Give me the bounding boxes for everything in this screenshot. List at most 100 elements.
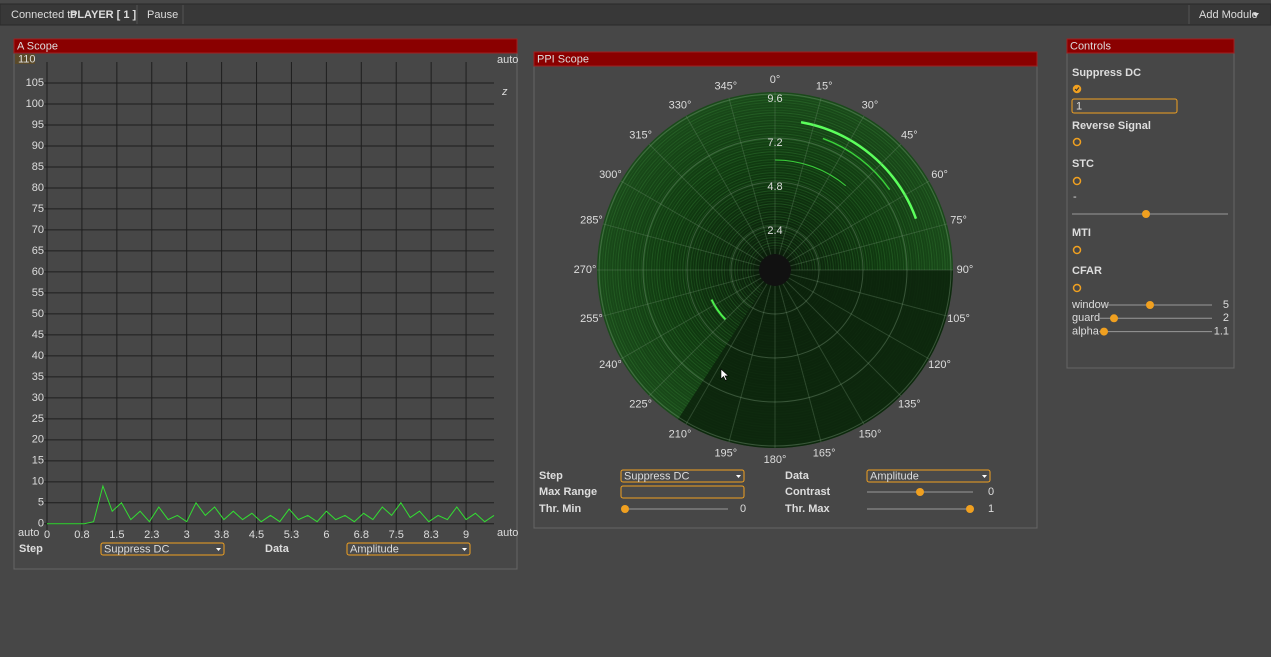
range-label: 9.6 [767, 93, 782, 105]
radar-spoke [648, 143, 776, 271]
x-tick-label: 5.3 [284, 529, 299, 541]
field-label: Thr. Max [785, 503, 831, 515]
y-tick-label: 30 [32, 392, 44, 404]
control-heading: CFAR [1072, 265, 1102, 277]
field-label: Step [19, 543, 43, 555]
radar-spoke [774, 269, 930, 360]
toggle[interactable] [1072, 137, 1082, 147]
radar-spoke [602, 269, 776, 317]
y-tick-label: 20 [32, 434, 44, 446]
y-tick-label: 0 [38, 518, 44, 530]
caret [216, 548, 221, 551]
radar-spoke [774, 269, 865, 425]
check [1074, 87, 1080, 92]
slider-thumb[interactable] [621, 505, 629, 513]
toggle[interactable] [1072, 283, 1082, 293]
cursor [720, 368, 730, 381]
toolbar [0, 3, 1271, 26]
y-tick-label: 35 [32, 371, 44, 383]
add-module-button[interactable]: Add Module [1199, 9, 1258, 21]
caret [1253, 13, 1259, 17]
select[interactable] [346, 542, 471, 556]
angle-label: 15° [816, 80, 833, 92]
radar-spoke [728, 269, 776, 443]
x-tick-label: 6.8 [354, 529, 369, 541]
slider-label: guard [1072, 312, 1100, 324]
x-tick-label: 8.3 [423, 529, 438, 541]
panel-header [1066, 38, 1235, 54]
y-tick-label: 45 [32, 329, 44, 341]
angle-label: 315° [629, 130, 652, 142]
select[interactable] [100, 542, 225, 556]
toggle[interactable] [1072, 84, 1082, 94]
y-tick-label: 85 [32, 161, 44, 173]
y-tick-label: 95 [32, 119, 44, 131]
radar-spoke [774, 180, 930, 271]
text-input[interactable] [1071, 98, 1178, 114]
select[interactable] [620, 469, 745, 483]
y-tick-label: 105 [26, 77, 44, 89]
range-label: 7.2 [767, 137, 782, 149]
panel-title: A Scope [17, 40, 58, 52]
x-tick-label: 6 [323, 529, 329, 541]
angle-label: 30° [862, 99, 879, 111]
angle-label: 345° [714, 80, 737, 92]
radar-echo [800, 121, 918, 220]
y-tick-label: 25 [32, 413, 44, 425]
x-tick-label: 2.3 [144, 529, 159, 541]
x-tick-label: 0.8 [74, 529, 89, 541]
angle-label: 180° [764, 454, 787, 466]
control-heading: STC [1072, 158, 1094, 170]
select-value: Suppress DC [104, 543, 169, 555]
slider-thumb[interactable] [1142, 210, 1150, 218]
input-value: 1 [1076, 100, 1082, 112]
pause-button[interactable]: Pause [147, 9, 178, 21]
field-label: Data [265, 543, 290, 555]
radar-spoke [774, 269, 902, 397]
slider-thumb[interactable] [1146, 301, 1154, 309]
y-tick-label: 40 [32, 350, 44, 362]
y-tick-label: 65 [32, 245, 44, 257]
select-value: Amplitude [870, 470, 919, 482]
angle-label: 270° [574, 264, 597, 276]
slider-thumb[interactable] [1110, 314, 1118, 323]
x-tick-label: 4.5 [249, 529, 264, 541]
y-tick-label: 55 [32, 287, 44, 299]
range-ring [598, 93, 952, 447]
caret [982, 475, 987, 478]
caret [462, 548, 467, 551]
select-value: Suppress DC [624, 470, 689, 482]
slider-value: 1 [988, 503, 994, 515]
text-input[interactable] [620, 485, 745, 499]
angle-label: 240° [599, 359, 622, 371]
angle-label: 135° [898, 398, 921, 410]
angle-label: 210° [669, 428, 692, 440]
slider-value: 2 [1223, 312, 1229, 324]
range-label: 4.8 [767, 181, 782, 193]
radar-spoke [774, 269, 948, 317]
auto-label: auto [18, 527, 39, 539]
slider-thumb[interactable] [916, 488, 924, 496]
range-ring [730, 225, 820, 315]
toggle[interactable] [1072, 176, 1082, 186]
slider-thumb[interactable] [1100, 327, 1108, 336]
radar-spoke [774, 269, 822, 443]
radar-spoke [774, 97, 822, 271]
auto-label: auto [497, 54, 518, 66]
radar-spoke [620, 269, 776, 360]
panel-header [13, 38, 518, 54]
select[interactable] [866, 469, 991, 483]
slider-thumb[interactable] [966, 505, 974, 513]
connected-label: Connected to [11, 9, 76, 21]
angle-label: 150° [859, 428, 882, 440]
radar-echo [774, 159, 847, 187]
field-label: Data [785, 470, 810, 482]
x-tick-label: 3 [184, 529, 190, 541]
range-ring [686, 181, 864, 359]
radar-spoke [602, 223, 776, 271]
toggle[interactable] [1072, 245, 1082, 255]
radar-spoke [685, 269, 776, 425]
radar-spoke [685, 115, 776, 271]
y-tick-label: 10 [32, 476, 44, 488]
